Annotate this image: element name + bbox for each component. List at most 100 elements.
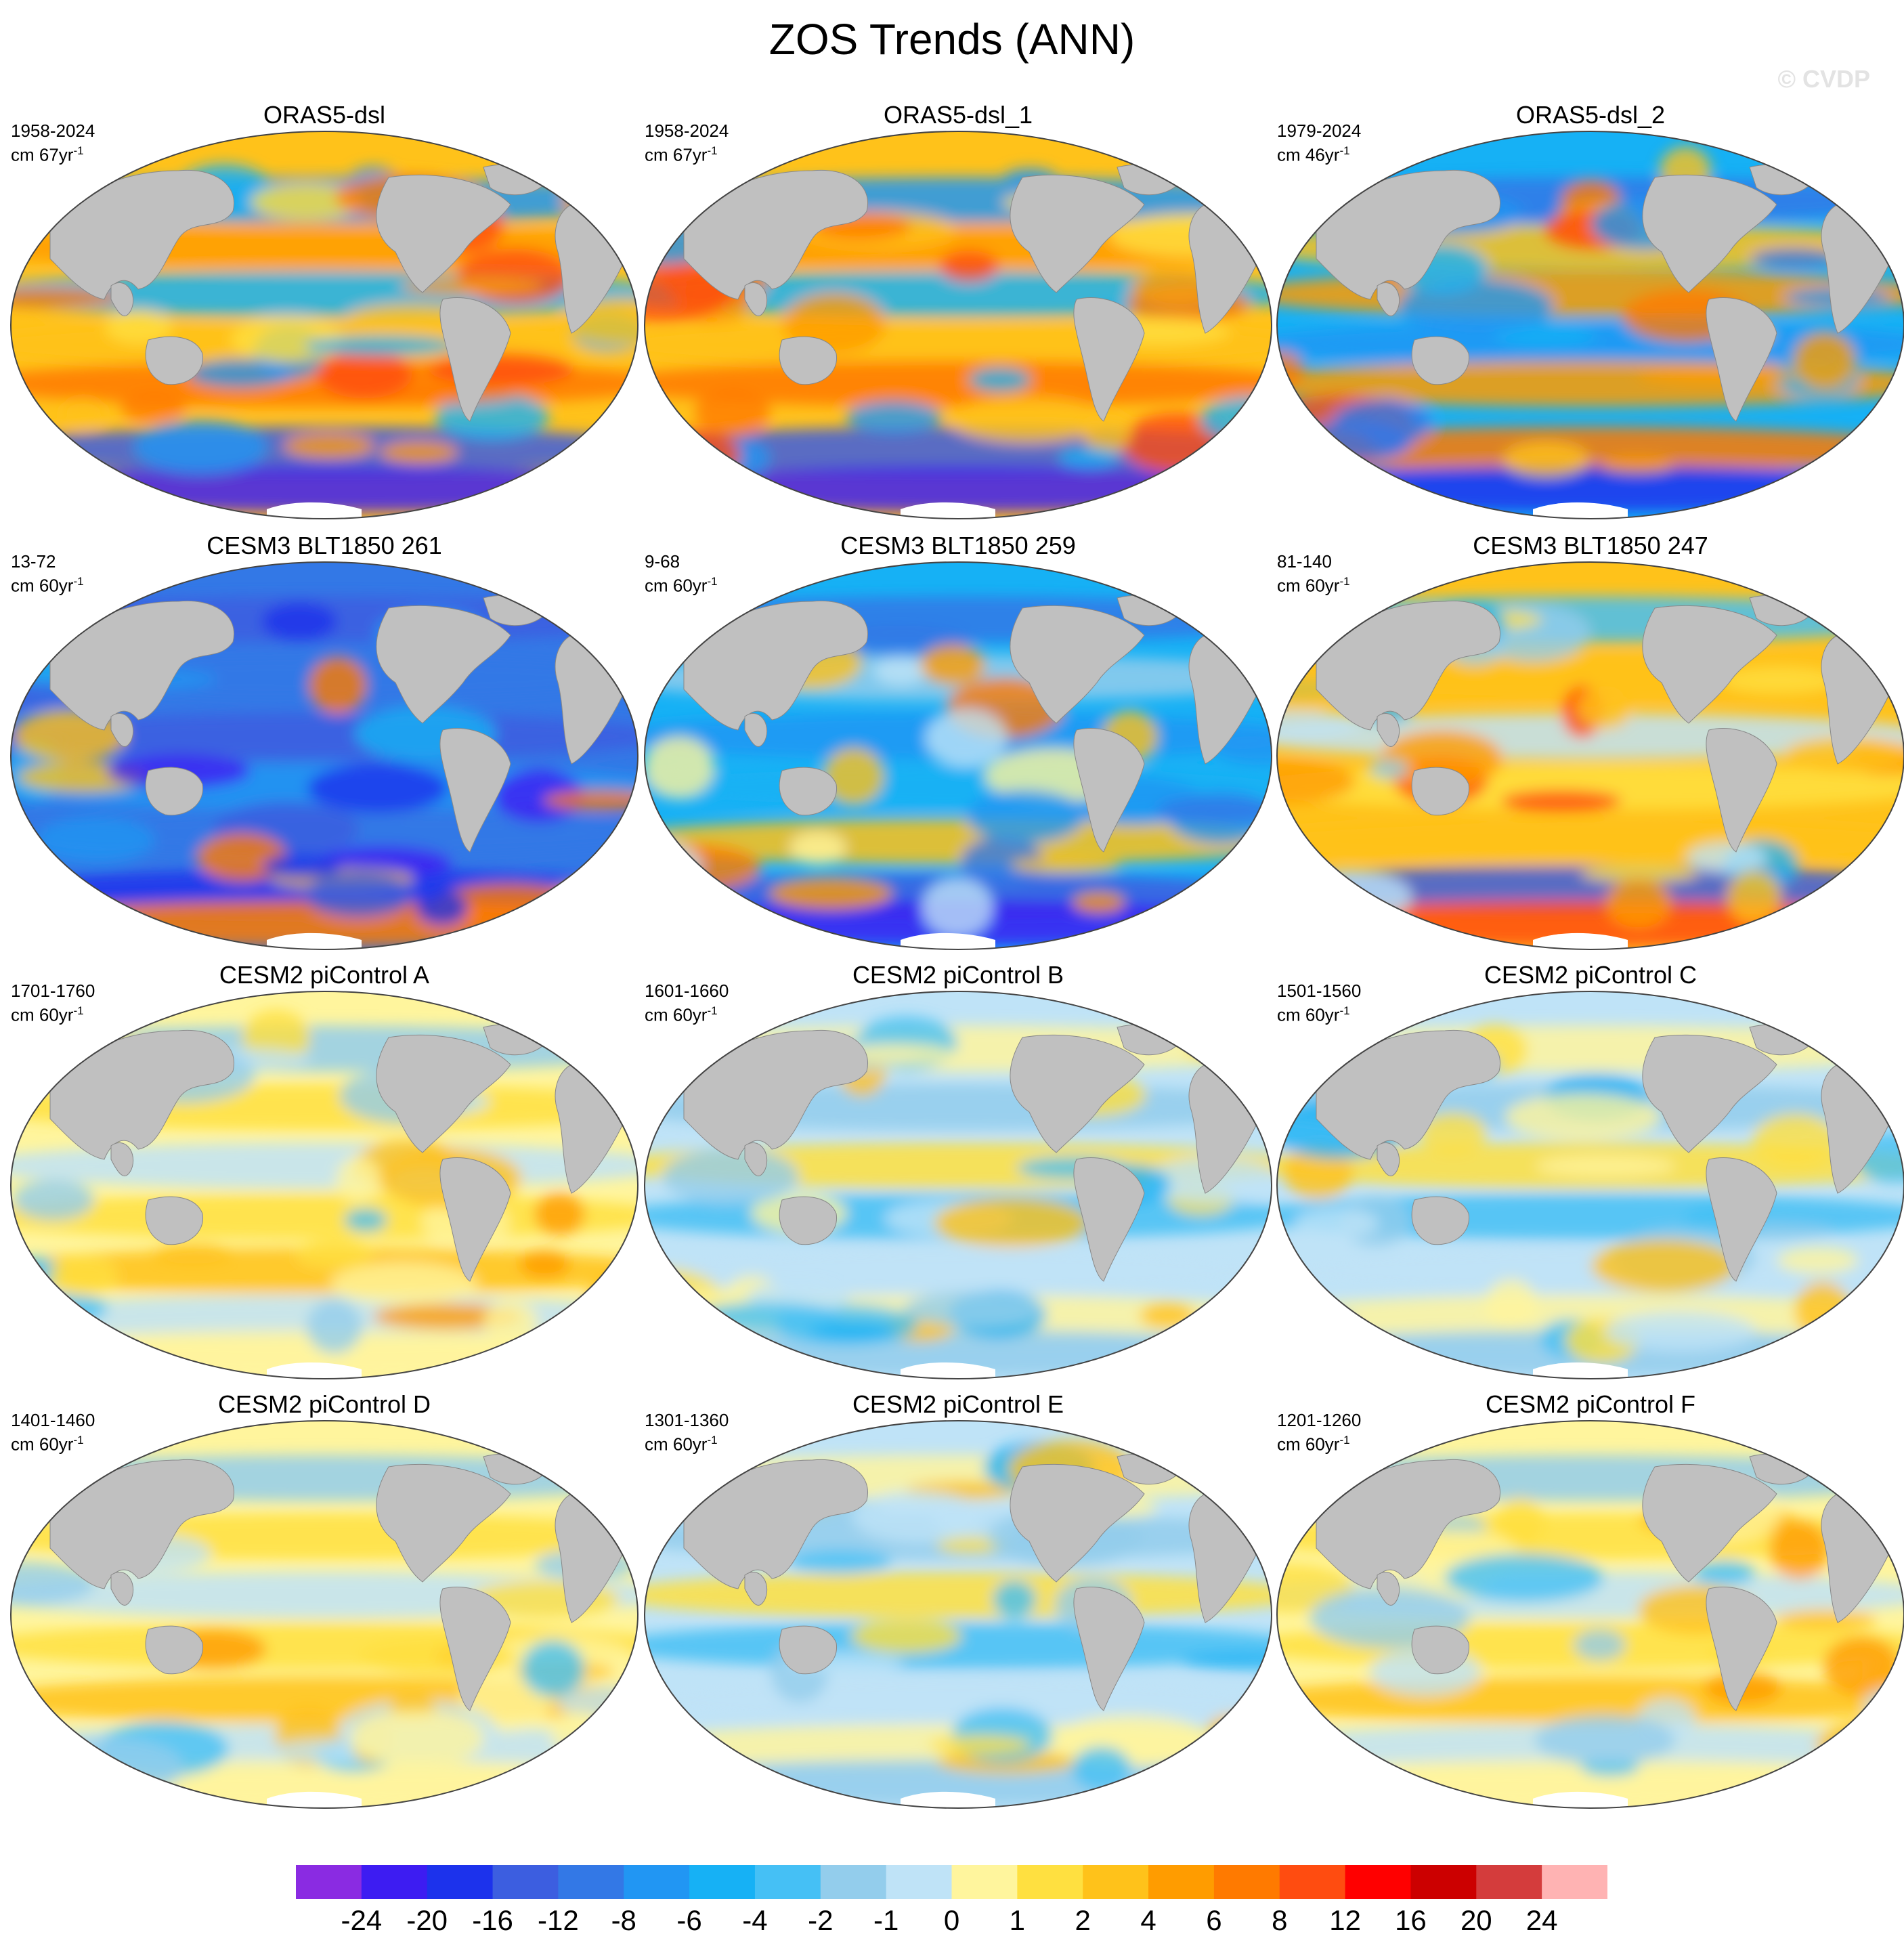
colorbar-label: 1 (1009, 1904, 1026, 1936)
trend-anomaly (317, 349, 413, 399)
panel-title: CESM3 BLT1850 261 (207, 532, 442, 559)
continent (1010, 605, 1145, 724)
trend-anomaly (1072, 892, 1125, 914)
map-10 (10, 1420, 639, 1809)
colorbar-swatch (820, 1865, 887, 1899)
antarctica-ice (267, 502, 362, 519)
trend-anomaly (11, 1459, 74, 1506)
colorbar-swatch (1213, 1865, 1280, 1899)
trend-anomaly (1862, 1715, 1904, 1732)
continent (145, 1625, 203, 1675)
continent (779, 336, 837, 385)
trend-anomaly (493, 769, 584, 823)
panel-title: CESM2 piControl E (852, 1390, 1064, 1418)
map-panel: CESM3 BLT1850 259 9-68 cm 60yr-1 (643, 531, 1273, 951)
continent (1706, 1586, 1777, 1711)
continent (1010, 1463, 1145, 1583)
continent (1073, 1157, 1145, 1282)
continent (376, 1034, 511, 1153)
trend-anomaly (380, 442, 458, 463)
panel-title: CESM2 piControl F (1485, 1390, 1696, 1418)
trend-anomaly (695, 1302, 842, 1332)
trend-anomaly (1277, 709, 1364, 738)
colorbar-swatch (1017, 1865, 1083, 1899)
antarctica-ice (267, 932, 362, 949)
map-outline (644, 1420, 1272, 1809)
map-2 (644, 131, 1272, 519)
colorbar-swatch (1148, 1865, 1215, 1899)
continent (1642, 1034, 1777, 1153)
continent (1642, 174, 1777, 293)
landmasses (683, 1024, 1257, 1282)
colorbar-swatch (296, 1865, 362, 1899)
colorbar-swatch (951, 1865, 1018, 1899)
continent (1316, 169, 1500, 300)
trend-anomaly (846, 400, 943, 433)
trend-anomaly (1605, 878, 1672, 928)
trend-anomaly (1083, 410, 1132, 454)
ocean-field (645, 991, 1272, 1379)
trend-anomaly (695, 388, 770, 437)
continent (439, 1157, 511, 1282)
continent (1411, 767, 1469, 816)
trend-anomaly (519, 1249, 570, 1279)
trend-anomaly (922, 878, 993, 937)
panel-units-text: cm 60yr (11, 1434, 74, 1455)
panel-period: 1501-1560 (1277, 981, 1362, 1001)
continent (145, 1196, 203, 1245)
trend-anomaly (1769, 1520, 1830, 1580)
map-panel: CESM2 piControl A 1701-1760 cm 60yr-1 (9, 960, 639, 1380)
trend-anomaly (1794, 1281, 1851, 1339)
trend-anomaly (401, 277, 544, 296)
map-panel: CESM2 piControl C 1501-1560 cm 60yr-1 (1276, 960, 1904, 1380)
continent (744, 1142, 768, 1176)
map-panel: CESM2 piControl F 1201-1260 cm 60yr-1 (1276, 1390, 1904, 1809)
panel-title: ORAS5-dsl (263, 101, 386, 129)
ocean-field (1277, 562, 1904, 949)
trend-anomaly (934, 1197, 1090, 1248)
trend-anomaly (966, 790, 1085, 844)
panel-period: 1958-2024 (645, 121, 729, 141)
trend-anomaly (534, 1193, 585, 1236)
colorbar-label: -2 (808, 1904, 834, 1936)
map-1 (10, 131, 639, 519)
trend-anomaly (336, 1156, 381, 1203)
trend-band (645, 818, 1272, 865)
trend-anomaly (672, 1450, 724, 1497)
panel-units-exponent: -1 (73, 575, 84, 588)
map-outline (10, 131, 639, 519)
panel-units-text: cm 67yr (11, 144, 74, 165)
continent (683, 1459, 868, 1589)
panel-period: 81-140 (1277, 551, 1332, 572)
trend-anomaly (306, 1300, 362, 1354)
trend-band (1277, 1247, 1904, 1294)
continent (145, 767, 203, 816)
panel-units: cm 60yr-1 (1277, 1430, 1350, 1455)
map-outline (10, 561, 639, 950)
colorbar-swatch (1410, 1865, 1477, 1899)
colorbar-swatch (492, 1865, 559, 1899)
trend-anomaly (1721, 666, 1838, 694)
continent (1010, 174, 1145, 293)
antarctica-ice (1533, 932, 1628, 949)
trend-anomaly (852, 1490, 983, 1543)
watermark: © CVDP (1777, 65, 1870, 93)
continent (1642, 605, 1777, 724)
colorbar-label: -1 (873, 1904, 899, 1936)
map-panel: ORAS5-dsl 1958-2024 cm 67yr-1 (9, 100, 639, 520)
panel-units: cm 60yr-1 (1277, 572, 1350, 596)
trend-anomaly (250, 183, 362, 221)
continent (744, 1571, 768, 1606)
trend-anomaly (1072, 1746, 1131, 1791)
colorbar-label: -6 (676, 1904, 702, 1936)
map-outline (1276, 561, 1904, 950)
continent (1377, 712, 1400, 747)
trend-anomaly (1277, 759, 1356, 804)
panel-units-text: cm 60yr (645, 1004, 708, 1025)
trend-anomaly (1686, 841, 1767, 873)
trend-anomaly (769, 877, 893, 910)
continent (1073, 727, 1145, 853)
trend-anomaly (1277, 586, 1335, 622)
map-panel: CESM2 piControl B 1601-1660 cm 60yr-1 (643, 960, 1273, 1380)
continent (49, 169, 234, 300)
